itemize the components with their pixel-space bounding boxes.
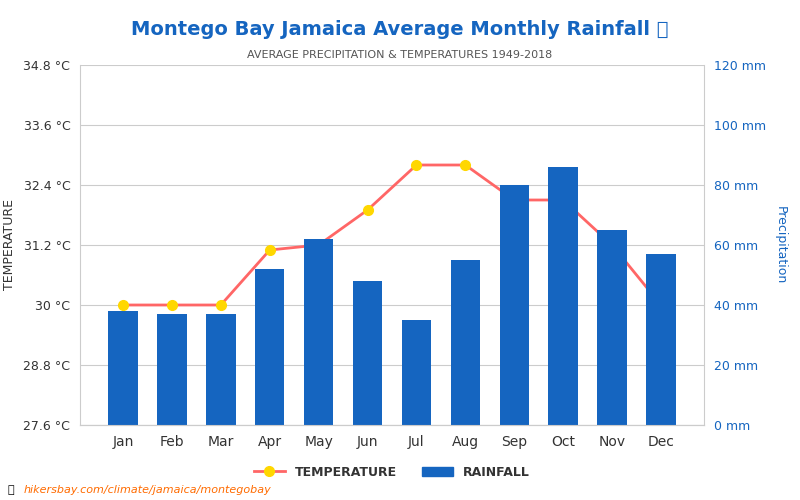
Bar (402, 320, 431, 425)
Bar (646, 254, 676, 425)
Legend: TEMPERATURE, RAINFALL: TEMPERATURE, RAINFALL (249, 460, 535, 483)
Bar (255, 269, 285, 425)
Bar (499, 185, 529, 425)
Bar (598, 230, 626, 425)
Bar (450, 260, 480, 425)
Bar (158, 314, 186, 425)
Bar (304, 239, 334, 425)
Y-axis label: TEMPERATURE: TEMPERATURE (3, 200, 16, 290)
Text: hikersbay.com/climate/jamaica/montegobay: hikersbay.com/climate/jamaica/montegobay (24, 485, 272, 495)
Text: Montego Bay Jamaica Average Monthly Rainfall 🌧: Montego Bay Jamaica Average Monthly Rain… (131, 20, 669, 39)
Text: AVERAGE PRECIPITATION & TEMPERATURES 1949-2018: AVERAGE PRECIPITATION & TEMPERATURES 194… (247, 50, 553, 60)
Bar (206, 314, 235, 425)
Text: 📍: 📍 (8, 485, 14, 495)
Bar (549, 167, 578, 425)
Bar (353, 281, 382, 425)
Y-axis label: Precipitation: Precipitation (774, 206, 786, 284)
Bar (108, 311, 138, 425)
